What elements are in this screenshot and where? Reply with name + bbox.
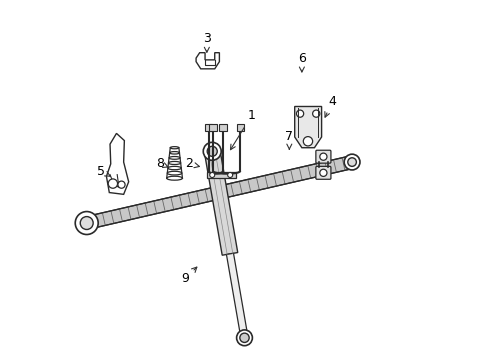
Circle shape — [209, 172, 214, 177]
Text: 3: 3 — [203, 32, 210, 52]
FancyBboxPatch shape — [315, 166, 330, 179]
Circle shape — [239, 333, 249, 342]
Text: 7: 7 — [285, 130, 293, 149]
Polygon shape — [294, 107, 321, 148]
Circle shape — [296, 110, 303, 117]
Bar — [236, 125, 244, 131]
Text: 4: 4 — [324, 95, 336, 117]
Text: 9: 9 — [181, 267, 197, 285]
Text: 6: 6 — [297, 51, 305, 72]
Text: 1: 1 — [230, 109, 255, 150]
Circle shape — [319, 153, 326, 160]
Circle shape — [319, 169, 326, 176]
Bar — [209, 125, 216, 131]
Circle shape — [207, 146, 217, 156]
Circle shape — [312, 110, 319, 117]
Polygon shape — [196, 53, 219, 69]
FancyBboxPatch shape — [315, 150, 330, 163]
Polygon shape — [85, 156, 353, 229]
Circle shape — [118, 181, 125, 188]
Circle shape — [227, 172, 232, 177]
Polygon shape — [106, 134, 128, 194]
Polygon shape — [204, 150, 237, 255]
Text: 2: 2 — [184, 157, 199, 170]
Bar — [219, 125, 226, 131]
Text: 8: 8 — [156, 157, 168, 170]
Text: 5: 5 — [97, 165, 110, 177]
Circle shape — [303, 136, 312, 146]
Polygon shape — [226, 253, 247, 338]
Circle shape — [236, 330, 252, 346]
Circle shape — [80, 217, 93, 229]
Circle shape — [203, 142, 221, 160]
Bar — [204, 125, 212, 131]
Circle shape — [347, 158, 356, 166]
Circle shape — [75, 212, 98, 234]
Circle shape — [344, 154, 359, 170]
Circle shape — [108, 179, 117, 188]
Bar — [206, 172, 235, 178]
